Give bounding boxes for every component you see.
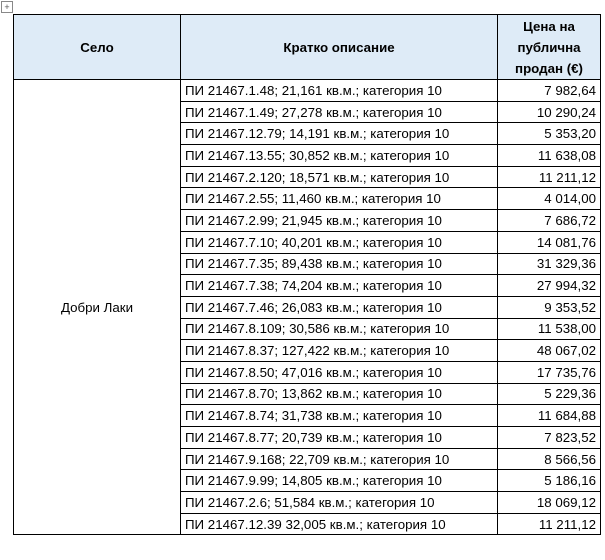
table-row: ПИ 21467.2.120; 18,571 кв.м.; категория … <box>14 165 601 189</box>
header-cell: Кратко описание <box>180 14 498 80</box>
table-row: ПИ 21467.8.109; 30,586 кв.м.; категория … <box>14 317 601 341</box>
village-cell: Добри Лаки <box>13 78 181 536</box>
description-cell: ПИ 21467.7.35; 89,438 кв.м.; категория 1… <box>180 252 498 276</box>
price-cell: 27 994,32 <box>497 274 601 297</box>
price-cell: 11 211,12 <box>497 165 601 189</box>
table-body: Добри Лаки ПИ 21467.1.48; 21,161 кв.м.; к… <box>13 78 601 536</box>
description-cell: ПИ 21467.12.39 32,005 кв.м.; категория 1… <box>180 512 498 536</box>
description-cell: ПИ 21467.7.38; 74,204 кв.м.; категория 1… <box>180 274 498 297</box>
header-cell: Цена на публична продан (€) <box>497 14 601 80</box>
table-row: ПИ 21467.2.6; 51,584 кв.м.; категория 10… <box>14 491 601 514</box>
price-cell: 9 353,52 <box>497 295 601 319</box>
description-cell: ПИ 21467.13.55; 30,852 кв.м.; категория … <box>180 144 498 167</box>
table-row: Добри Лаки ПИ 21467.1.48; 21,161 кв.м.; к… <box>13 78 601 536</box>
price-cell: 31 329,36 <box>497 252 601 276</box>
description-cell: ПИ 21467.8.37; 127,422 кв.м.; категория … <box>180 339 498 362</box>
description-cell: ПИ 21467.8.70; 13,862 кв.м.; категория 1… <box>180 382 498 406</box>
header-row: Село Кратко описание Цена на публична пр… <box>13 14 601 80</box>
description-cell: ПИ 21467.2.6; 51,584 кв.м.; категория 10 <box>180 491 498 514</box>
table-row: ПИ 21467.13.55; 30,852 кв.м.; категория … <box>14 144 601 167</box>
header-cell: Село <box>13 14 181 80</box>
price-cell: 17 735,76 <box>497 360 601 384</box>
description-cell: ПИ 21467.1.48; 21,161 кв.м.; категория 1… <box>180 79 498 102</box>
description-cell: ПИ 21467.8.74; 31,738 кв.м.; категория 1… <box>180 404 498 427</box>
description-cell: ПИ 21467.1.49; 27,278 кв.м.; категория 1… <box>180 100 498 124</box>
price-cell: 48 067,02 <box>497 339 601 362</box>
price-cell: 18 069,12 <box>497 491 601 514</box>
price-cell: 14 081,76 <box>497 230 601 254</box>
description-cell: ПИ 21467.12.79; 14,191 кв.м.; категория … <box>180 122 498 146</box>
price-cell: 10 290,24 <box>497 100 601 124</box>
price-cell: 5 353,20 <box>497 122 601 146</box>
description-cell: ПИ 21467.2.99; 21,945 кв.м.; категория 1… <box>180 209 498 232</box>
description-cell: ПИ 21467.2.120; 18,571 кв.м.; категория … <box>180 165 498 189</box>
description-cell: ПИ 21467.8.77; 20,739 кв.м.; категория 1… <box>180 426 498 449</box>
price-cell: 11 684,88 <box>497 404 601 427</box>
description-cell: ПИ 21467.7.46; 26,083 кв.м.; категория 1… <box>180 295 498 319</box>
price-cell: 11 638,08 <box>497 144 601 167</box>
price-cell: 7 823,52 <box>497 426 601 449</box>
table-row: ПИ 21467.7.46; 26,083 кв.м.; категория 1… <box>14 295 601 319</box>
price-cell: 7 686,72 <box>497 209 601 232</box>
price-cell: 11 211,12 <box>497 512 601 536</box>
table-row: ПИ 21467.7.10; 40,201 кв.м.; категория 1… <box>14 230 601 254</box>
price-cell: 4 014,00 <box>497 187 601 211</box>
description-cell: ПИ 21467.8.50; 47,016 кв.м.; категория 1… <box>180 360 498 384</box>
price-cell: 11 538,00 <box>497 317 601 341</box>
description-cell: ПИ 21467.8.109; 30,586 кв.м.; категория … <box>180 317 498 341</box>
table-row: ПИ 21467.8.50; 47,016 кв.м.; категория 1… <box>14 360 601 384</box>
table-row: ПИ 21467.9.99; 14,805 кв.м.; категория 1… <box>14 469 601 493</box>
table-row: ПИ 21467.9.168; 22,709 кв.м.; категория … <box>14 447 601 471</box>
table-row: ПИ 21467.2.99; 21,945 кв.м.; категория 1… <box>14 209 601 232</box>
price-cell: 5 229,36 <box>497 382 601 406</box>
table-row: ПИ 21467.7.35; 89,438 кв.м.; категория 1… <box>14 252 601 276</box>
description-cell: ПИ 21467.9.99; 14,805 кв.м.; категория 1… <box>180 469 498 493</box>
table-row: ПИ 21467.2.55; 11,460 кв.м.; категория 1… <box>14 187 601 211</box>
description-cell: ПИ 21467.2.55; 11,460 кв.м.; категория 1… <box>180 187 498 211</box>
table-row: ПИ 21467.8.37; 127,422 кв.м.; категория … <box>14 339 601 362</box>
table-row: ПИ 21467.1.49; 27,278 кв.м.; категория 1… <box>14 100 601 124</box>
table-row: ПИ 21467.12.79; 14,191 кв.м.; категория … <box>14 122 601 146</box>
price-cell: 7 982,64 <box>497 79 601 102</box>
table: Село Кратко описание Цена на публична пр… <box>13 14 601 536</box>
description-cell: ПИ 21467.7.10; 40,201 кв.м.; категория 1… <box>180 230 498 254</box>
price-cell: 5 186,16 <box>497 469 601 493</box>
description-cell: ПИ 21467.9.168; 22,709 кв.м.; категория … <box>180 447 498 471</box>
table-row: ПИ 21467.12.39 32,005 кв.м.; категория 1… <box>14 512 601 536</box>
table-move-handle[interactable]: + <box>1 1 13 13</box>
table-row: ПИ 21467.7.38; 74,204 кв.м.; категория 1… <box>14 274 601 297</box>
price-cell: 8 566,56 <box>497 447 601 471</box>
table-row: ПИ 21467.8.70; 13,862 кв.м.; категория 1… <box>14 382 601 406</box>
